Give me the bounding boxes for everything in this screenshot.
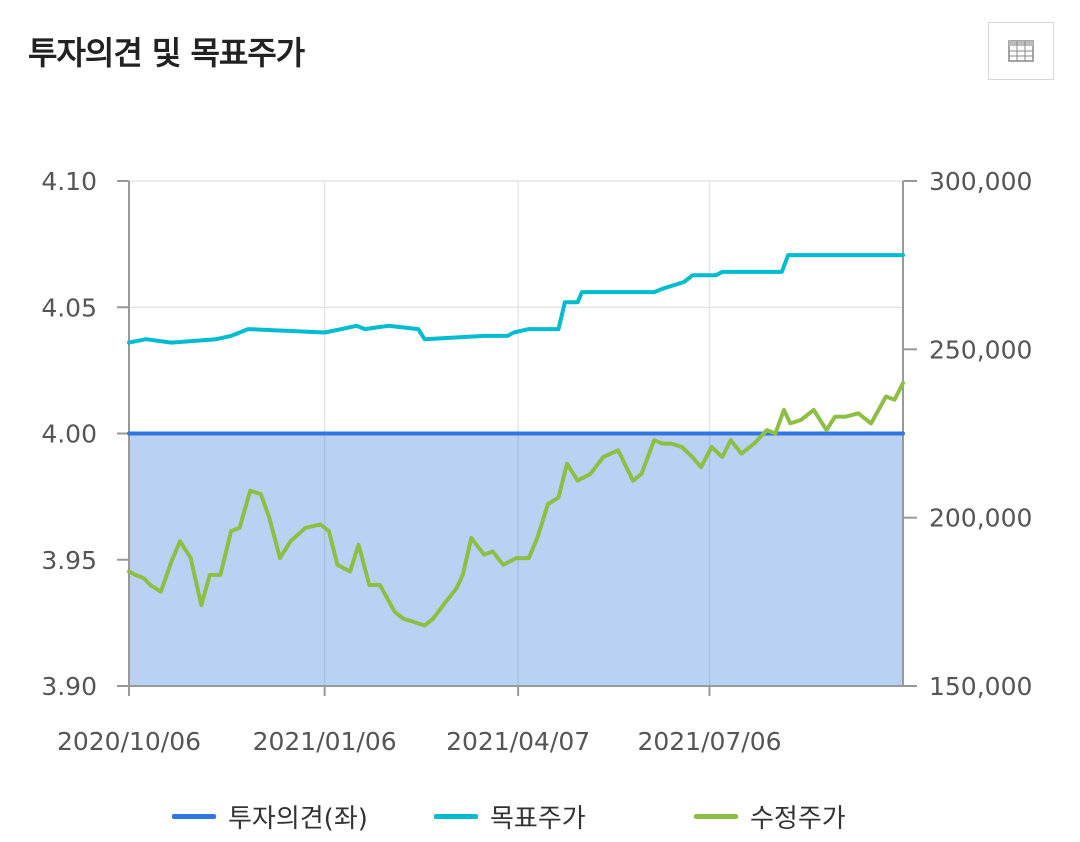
y-right-tick-label: 300,000: [929, 167, 1032, 196]
legend-item-target-price[interactable]: 목표주가: [434, 798, 586, 835]
x-tick-label: 2020/10/06: [57, 727, 201, 756]
y-left-tick-label: 4.10: [41, 167, 97, 196]
table-view-button[interactable]: [988, 22, 1054, 80]
legend-swatch-target-price: [434, 814, 478, 819]
legend-item-investment-opinion[interactable]: 투자의견(좌): [172, 798, 368, 835]
y-left-tick-label: 3.95: [41, 546, 97, 575]
y-left-tick-label: 3.90: [41, 672, 97, 701]
legend-label-investment-opinion: 투자의견(좌): [228, 804, 368, 834]
series-line-target-price: [127, 253, 905, 345]
table-icon: [1008, 40, 1034, 62]
y-left-tick-label: 4.05: [41, 293, 97, 322]
chart-title: 투자의견 및 목표주가: [28, 34, 305, 72]
y-right-tick-label: 250,000: [929, 335, 1032, 364]
legend: 투자의견(좌) 목표주가 수정주가: [0, 792, 1080, 838]
y-right-tick-label: 150,000: [929, 672, 1032, 701]
legend-swatch-adjusted-price: [694, 814, 738, 819]
x-tick-label: 2021/07/06: [637, 727, 781, 756]
y-right-tick-label: 200,000: [929, 504, 1032, 533]
legend-label-target-price: 목표주가: [490, 804, 586, 834]
series-line-adjusted-price: [127, 381, 905, 628]
y-left-tick-label: 4.00: [41, 420, 97, 449]
x-tick-label: 2021/04/07: [446, 727, 590, 756]
legend-swatch-investment-opinion: [172, 814, 216, 819]
legend-label-adjusted-price: 수정주가: [750, 804, 846, 834]
x-tick-label: 2021/01/06: [253, 727, 397, 756]
chart-area: 4.10 4.05 4.00 3.95 3.90 2020/10/06 2021/01/06…: [41, 167, 1032, 756]
legend-item-adjusted-price[interactable]: 수정주가: [694, 798, 846, 835]
